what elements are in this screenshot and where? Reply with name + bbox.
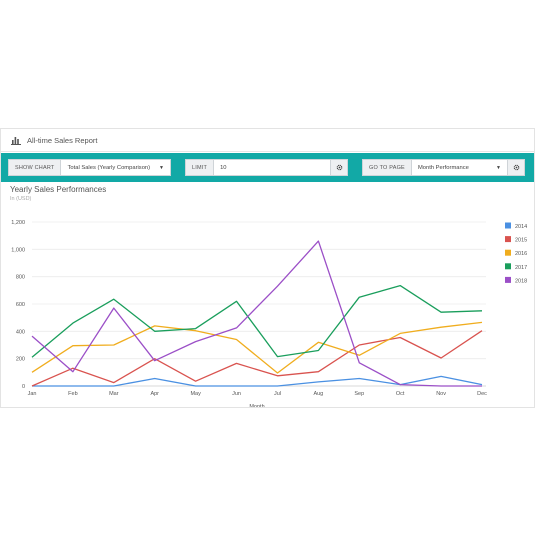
legend-label-2016: 2016	[515, 251, 527, 257]
y-tick-label: 400	[16, 329, 25, 335]
legend-label-2017: 2017	[515, 265, 527, 271]
gear-icon	[336, 164, 342, 171]
go-to-page-select[interactable]: Month Performance ▼	[411, 159, 508, 176]
x-tick-label: Jul	[274, 391, 281, 397]
sales-report-panel: All-time Sales Report SHOW CHART Total S…	[0, 128, 535, 408]
go-to-page-settings-button[interactable]	[508, 159, 525, 176]
x-tick-label: Jan	[28, 391, 37, 397]
x-tick-label: Dec	[477, 391, 487, 397]
show-chart-label: SHOW CHART	[8, 159, 62, 176]
show-chart-select[interactable]: Total Sales (Yearly Comparison) ▼	[61, 159, 171, 176]
gear-icon	[513, 164, 519, 171]
series-line-2016	[31, 321, 483, 374]
limit-input[interactable]: 10	[214, 159, 331, 176]
x-tick-label: Apr	[150, 391, 159, 397]
x-axis-label: Month	[249, 404, 264, 407]
bar-chart-icon	[11, 136, 21, 145]
chart-toolbar: SHOW CHART Total Sales (Yearly Compariso…	[1, 153, 534, 182]
y-tick-label: 200	[16, 357, 25, 363]
y-tick-label: 0	[22, 384, 25, 390]
panel-title: All-time Sales Report	[27, 135, 98, 145]
legend-swatch-2018	[505, 276, 511, 283]
legend-label-2015: 2015	[515, 238, 527, 244]
legend-swatch-2017	[505, 263, 511, 270]
limit-group: LIMIT 10	[185, 159, 348, 176]
limit-settings-button[interactable]	[331, 159, 348, 176]
chevron-down-icon: ▼	[496, 164, 501, 171]
series-line-2015	[31, 330, 483, 387]
y-tick-label: 1,000	[11, 247, 25, 253]
legend-swatch-2014	[505, 222, 511, 229]
show-chart-group: SHOW CHART Total Sales (Yearly Compariso…	[8, 159, 171, 176]
legend-label-2018: 2018	[515, 278, 527, 284]
sales-line-chart: 0 200 400 600 800 1,000 1,200 Jan Feb Mar Apr May Ju…	[11, 220, 527, 407]
chart-subtitle: In (USD)	[10, 196, 32, 202]
x-tick-label: Aug	[313, 391, 323, 397]
legend-swatch-2015	[505, 236, 511, 243]
y-tick-label: 800	[16, 275, 25, 281]
x-tick-label: Nov	[436, 391, 446, 397]
go-to-page-group: GO TO PAGE Month Performance ▼	[362, 159, 525, 176]
go-to-page-value: Month Performance	[417, 164, 469, 171]
series-line-2017	[31, 284, 483, 358]
legend-label-2014: 2014	[515, 224, 527, 230]
chart-title: Yearly Sales Performances	[10, 185, 107, 194]
panel-header: All-time Sales Report	[1, 129, 534, 152]
x-tick-label: Sep	[354, 391, 364, 397]
series-line-2014	[32, 375, 483, 387]
show-chart-value: Total Sales (Yearly Comparison)	[67, 164, 151, 171]
legend-swatch-2016	[505, 249, 511, 256]
y-tick-label: 600	[16, 302, 25, 308]
limit-label: LIMIT	[185, 159, 215, 176]
go-to-page-label: GO TO PAGE	[362, 159, 412, 176]
x-tick-label: Mar	[109, 391, 119, 397]
x-tick-label: Oct	[396, 391, 405, 397]
x-tick-label: May	[190, 391, 201, 397]
series-line-2018	[31, 240, 482, 387]
y-tick-label: 1,200	[11, 220, 25, 226]
x-tick-label: Jun	[232, 391, 241, 397]
x-tick-label: Feb	[68, 391, 77, 397]
chevron-down-icon: ▼	[159, 164, 164, 171]
